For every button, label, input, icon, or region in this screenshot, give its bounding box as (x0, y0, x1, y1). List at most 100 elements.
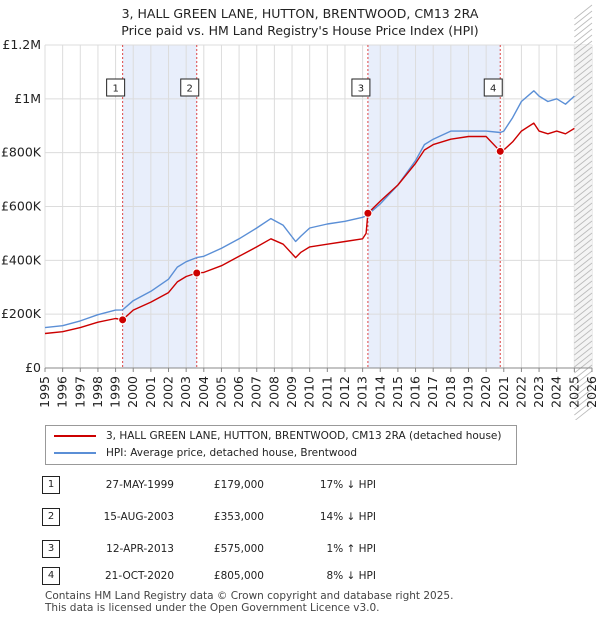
forecast-hatch (574, 130, 593, 146)
forecast-hatch (574, 220, 593, 236)
forecast-hatch (574, 226, 593, 242)
chart-title: 3, HALL GREEN LANE, HUTTON, BRENTWOOD, C… (122, 6, 479, 21)
legend-property-swatch (54, 435, 96, 437)
forecast-hatch (574, 100, 593, 116)
forecast-hatch (574, 406, 593, 420)
forecast-hatch (574, 364, 593, 380)
x-tick-label: 2003 (178, 376, 193, 408)
forecast-hatch (574, 316, 593, 332)
forecast-hatch (574, 382, 593, 398)
legend-property-label: 3, HALL GREEN LANE, HUTTON, BRENTWOOD, C… (106, 430, 502, 442)
event-price: £353,000 (213, 511, 264, 523)
forecast-hatch (574, 28, 593, 44)
x-tick-label: 2023 (531, 376, 546, 408)
forecast-hatch (574, 4, 593, 20)
x-tick-label: 2014 (372, 376, 387, 408)
property-price-line (44, 122, 575, 335)
forecast-hatch (574, 262, 593, 278)
table-row: 3 12-APR-2013 £575,000 1% ↑ HPI (42, 540, 462, 558)
x-tick-label: 1995 (37, 376, 52, 408)
x-tick-label: 2013 (355, 376, 370, 408)
legend-row-hpi: HPI: Average price, detached house, Bren… (54, 447, 357, 459)
forecast-hatch (574, 118, 593, 134)
x-tick-label: 2005 (213, 376, 228, 408)
y-tick-label: £0 (25, 360, 41, 375)
forecast-hatch (574, 376, 593, 392)
event-price: £805,000 (213, 570, 264, 582)
forecast-hatch (574, 202, 593, 218)
forecast-hatch (574, 52, 593, 68)
forecast-hatch (574, 58, 593, 74)
forecast-hatch (574, 286, 593, 302)
forecast-hatch (574, 256, 593, 272)
footer-license: This data is licensed under the Open Gov… (45, 602, 380, 614)
footer-copyright: Contains HM Land Registry data © Crown c… (45, 590, 454, 602)
forecast-hatch (574, 244, 593, 260)
x-tick-label: 2022 (513, 376, 528, 408)
event-number: 4 (42, 567, 60, 585)
event-price: £179,000 (213, 479, 264, 491)
forecast-hatch (574, 142, 593, 158)
sale-label-box (180, 78, 200, 97)
forecast-hatch (574, 70, 593, 86)
forecast-hatch (574, 94, 593, 110)
legend-hpi-label: HPI: Average price, detached house, Bren… (106, 447, 357, 459)
sale-point (363, 208, 373, 218)
forecast-hatch (574, 136, 593, 152)
forecast-hatch (574, 394, 593, 410)
sale-point (192, 268, 202, 278)
forecast-hatch (574, 250, 593, 266)
forecast-hatch (574, 298, 593, 314)
forecast-hatch (574, 328, 593, 344)
event-hpi-change: 14% ↓ HPI (319, 511, 376, 523)
forecast-hatch (574, 322, 593, 338)
x-tick-label: 2008 (266, 376, 281, 408)
forecast-hatch (574, 88, 593, 104)
event-hpi-change: 8% ↓ HPI (326, 570, 376, 582)
forecast-hatch (574, 106, 593, 122)
forecast-hatch (574, 292, 593, 308)
event-date: 21-OCT-2020 (105, 570, 174, 582)
sale-label-box (483, 78, 503, 97)
forecast-hatch (574, 370, 593, 386)
event-date: 12-APR-2013 (106, 543, 174, 555)
forecast-hatch (574, 178, 593, 194)
sale-label-number: 2 (187, 84, 193, 95)
x-tick-label: 2009 (284, 376, 299, 408)
x-tick-label: 2012 (337, 376, 352, 408)
sale-label-box (106, 78, 126, 97)
sale-point (118, 315, 128, 325)
forecast-hatch (574, 16, 593, 32)
forecast-hatch (574, 82, 593, 98)
forecast-hatch (574, 64, 593, 80)
x-tick-label: 2010 (302, 376, 317, 408)
forecast-hatch (574, 196, 593, 212)
event-hpi-change: 1% ↑ HPI (326, 543, 376, 555)
table-row: 1 27-MAY-1999 £179,000 17% ↓ HPI (42, 476, 462, 494)
table-row: 4 21-OCT-2020 £805,000 8% ↓ HPI (42, 567, 462, 585)
forecast-hatch (574, 76, 593, 92)
x-tick-label: 1996 (55, 376, 70, 408)
forecast-hatch (574, 184, 593, 200)
event-date: 27-MAY-1999 (105, 479, 174, 491)
forecast-hatch (574, 154, 593, 170)
forecast-hatch (574, 352, 593, 368)
legend-row-property: 3, HALL GREEN LANE, HUTTON, BRENTWOOD, C… (54, 430, 501, 442)
sale-label-number: 3 (358, 84, 364, 95)
y-tick-label: £1.2M (2, 37, 41, 52)
forecast-hatch (574, 238, 593, 254)
forecast-hatch (574, 232, 593, 248)
y-tick-label: £800K (1, 145, 42, 160)
sale-label-box (351, 78, 371, 97)
x-tick-label: 2020 (478, 376, 493, 408)
y-tick-label: £400K (1, 252, 42, 267)
forecast-hatch (574, 280, 593, 296)
forecast-region (574, 45, 592, 368)
event-date: 15-AUG-2003 (103, 511, 174, 523)
x-tick-label: 2007 (249, 376, 264, 408)
forecast-hatch (574, 310, 593, 326)
x-tick-label: 2016 (408, 376, 423, 408)
forecast-hatch (574, 124, 593, 140)
x-tick-label: 2004 (196, 376, 211, 408)
y-tick-label: £200K (1, 306, 42, 321)
